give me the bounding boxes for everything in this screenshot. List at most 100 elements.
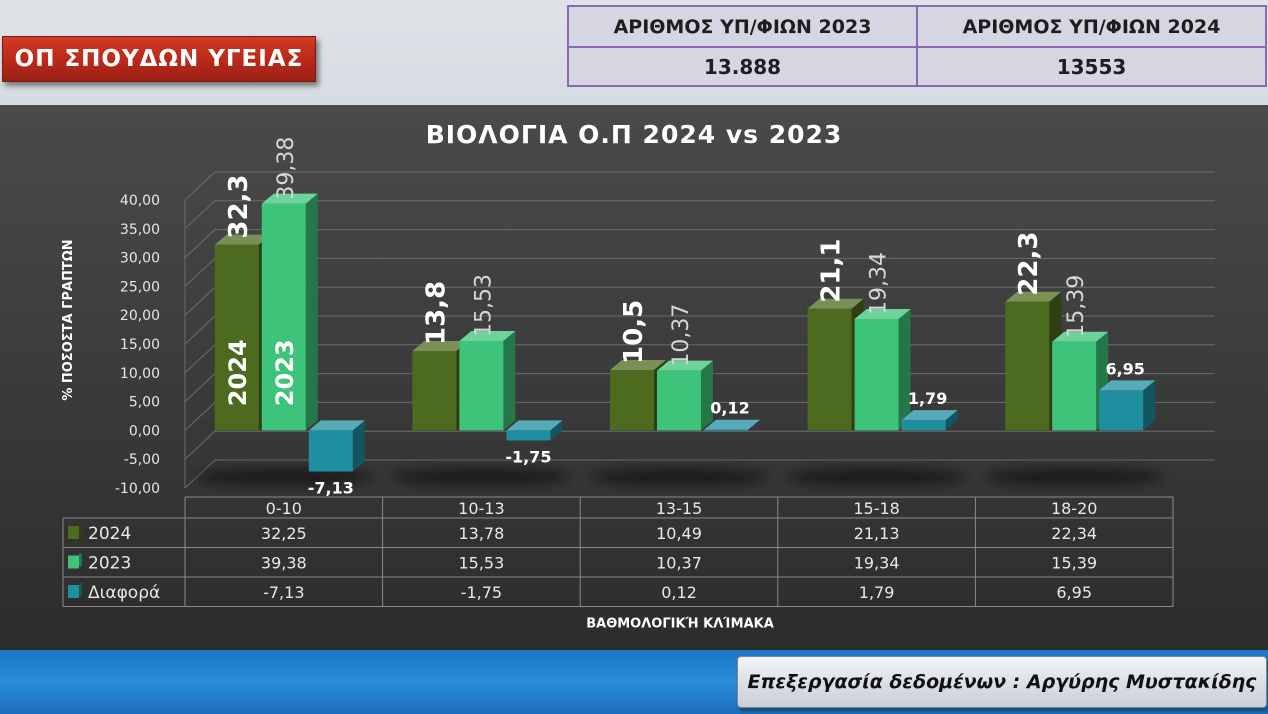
gridline-side [184,200,216,230]
y-tick-label: 40,00 [120,193,160,209]
data-label-2024: 21,1 [817,239,847,303]
data-label-2024: 22,3 [1014,232,1044,296]
y-axis-title: % ΠΟΣΟΣΤΑ ΓΡΑΠΤΩΝ [61,239,76,400]
table-cell: 13,78 [458,524,504,543]
bar-front [610,369,654,431]
count-2024-label: ΑΡΙΘΜΟΣ ΥΠ/ΦΙΩΝ 2024 [916,5,1267,48]
bar-front [506,430,551,441]
table-cell: 19,34 [854,553,900,572]
x-axis-title: ΒΑΘΜΟΛΟΓΙΚΉ ΚΛΊΜΑΚΑ [586,617,774,632]
bar-front [1005,301,1050,431]
data-label-2023: 39,38 [274,137,299,200]
table-cell: 32,25 [261,524,307,543]
bar-front [308,430,353,472]
y-tick-label: 25,00 [120,279,160,295]
chart-panel: ΒΙΟΛΟΓΙΑ Ο.Π 2024 vs 2023 -10,00 -5,00 0,00… [0,105,1268,650]
gridline-side [184,430,216,460]
gridline-side [184,402,216,431]
table-cell: 10,49 [656,524,702,543]
bar-front [412,351,457,431]
table-cell: 6,95 [1056,583,1092,602]
bar-top [657,360,713,371]
table-cell: 22,34 [1051,524,1097,543]
bar-front [704,429,748,431]
legend-key-2023 [68,555,79,569]
table-cell: 15,39 [1051,553,1097,572]
legend-label: 2023 [88,553,131,573]
y-tick-label: -10,00 [115,481,160,497]
x-category-label: 18-20 [1051,499,1098,518]
credit-box: Επεξεργασία δεδομένων : Αργύρης Μυστακίδ… [737,656,1267,708]
y-tick-label: 10,00 [120,366,160,382]
x-category-label: 0-10 [266,499,302,518]
bar-side [701,360,713,431]
table-cell: 15,53 [458,553,504,572]
bar-inside-label: 2023 [271,339,299,406]
floor-shadow [984,469,1165,485]
legend-key-Διαφορά [68,585,79,598]
bar-2023-0-10 [261,193,318,431]
bar-front [854,319,899,431]
bar-top [214,234,271,245]
bar-front [214,244,259,431]
table-cell: 0,12 [661,583,697,602]
bar-top [1052,331,1109,342]
bar-front [807,308,852,431]
legend-key-2024 [68,526,79,539]
gridline-side [184,286,216,316]
bar-side [898,309,911,431]
data-label-2024: 13,8 [421,281,451,345]
gridline-side [184,373,216,402]
y-tick-label: 0,00 [129,423,160,439]
bar-2023-13-15 [657,360,713,431]
legend-label: Διαφορά [88,583,160,603]
table-cell: -1,75 [461,583,502,602]
y-tick-label: 20,00 [120,308,160,324]
bar-Διαφορά-13-15 [704,419,760,431]
y-tick-label: 5,00 [129,395,160,411]
bar-2023-10-13 [459,330,516,431]
legend-key-side [79,524,82,537]
gridline-side [184,171,216,201]
bar-side [748,419,760,431]
bar-front [901,420,946,431]
bar-top [506,420,563,431]
legend-label: 2024 [88,524,131,544]
y-tick-label: -5,00 [124,452,160,468]
bar-top [610,359,666,370]
data-label-2023: 15,53 [471,274,496,337]
student-count-table: ΑΡΙΘΜΟΣ ΥΠ/ΦΙΩΝ 2023 ΑΡΙΘΜΟΣ ΥΠ/ΦΙΩΝ 202… [567,5,1267,87]
bar-chart: ΒΙΟΛΟΓΙΑ Ο.Π 2024 vs 2023 -10,00 -5,00 0,00… [61,120,1215,632]
bar-Διαφορά-10-13 [506,420,563,441]
data-label-difference: 1,79 [908,389,947,408]
floor-shadow [391,469,572,485]
legend-key-side [79,583,82,596]
data-label-difference: -7,13 [308,478,354,497]
count-2023-label: ΑΡΙΘΜΟΣ ΥΠ/ΦΙΩΝ 2023 [567,5,918,48]
table-cell: 21,13 [854,524,900,543]
bar-top [1099,380,1156,391]
table-cell: -7,13 [263,583,304,602]
bar-top [807,298,864,309]
x-category-label: 13-15 [656,499,703,518]
data-label-2024: 10,5 [619,300,649,364]
legend-key-side [79,553,82,567]
data-label-2024: 32,3 [224,174,254,238]
x-category-label: 10-13 [458,499,505,518]
y-tick-label: 30,00 [120,251,160,267]
floor-shadow [193,469,374,485]
count-2024-value: 13553 [916,46,1267,87]
bar-front [657,370,701,431]
bar-Διαφορά-18-20 [1099,380,1156,431]
gridline-side [184,315,216,345]
gridline-side [184,344,216,374]
gridline-side [184,459,216,489]
bar-top [459,330,516,341]
y-tick-label: 35,00 [120,222,160,238]
data-label-2023: 10,37 [669,304,694,367]
program-label: ΟΠ ΣΠΟΥΔΩΝ ΥΓΕΙΑΣ [2,36,316,82]
bar-top [261,193,318,204]
bar-Διαφορά-0-10 [308,420,365,472]
table-cell: 39,38 [261,553,307,572]
floor-shadow [786,469,967,485]
